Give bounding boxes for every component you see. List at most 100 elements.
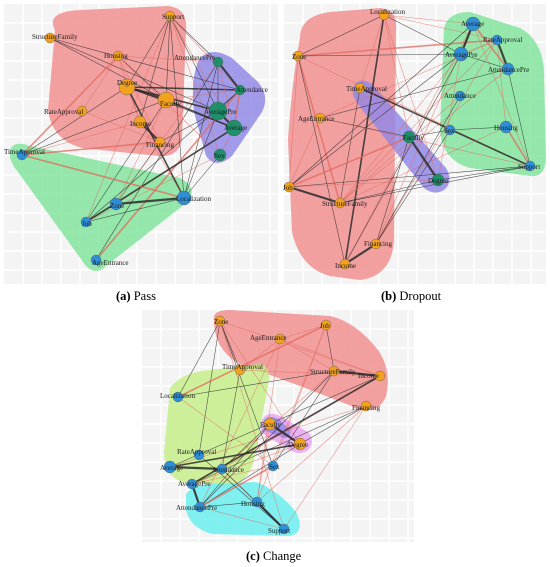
edge [177,320,221,398]
node-sex [267,460,279,472]
edge [408,129,451,138]
node-average [225,119,243,137]
panel-a-region-red [48,6,187,157]
node-average [163,460,177,474]
node-localization [176,190,192,206]
caption-a-text: Pass [131,289,156,303]
edge [239,369,381,377]
edge [333,369,381,378]
edge [344,243,377,265]
node-income [374,370,386,382]
edge [496,39,507,128]
edge [339,68,509,204]
edge [21,121,141,156]
node-label-housing: Housing [494,124,518,132]
node-label-average: Average [461,20,484,28]
caption-c-text: Change [260,549,302,563]
edge [325,324,335,372]
edge [359,14,385,89]
edge [375,39,498,245]
edge [288,165,531,188]
node-label-faculty: Faculty [403,134,424,142]
edge [472,23,531,167]
edge [183,110,219,199]
edge [183,154,221,199]
node-label-job: Job [82,220,92,228]
node-ageentrance [314,112,326,124]
node-label-income: Income [130,120,151,128]
node-label-attendancepre: AttendancePre [176,504,217,512]
edge [81,55,119,112]
edge [375,95,461,245]
node-label-faculty: Faculty [260,421,281,429]
edge [383,14,498,41]
edge [339,95,461,204]
node-label-structurefamily: StructureFamily [32,33,78,41]
node-support [164,10,176,22]
edge [117,55,219,63]
edge [217,61,241,91]
edge [256,501,285,530]
panel-a: Support StructureFamily Housing Degree Facul… [4,4,278,284]
edge [283,405,367,530]
edge [221,423,271,470]
edge [297,55,346,265]
edge [288,185,341,205]
node-label-timeapproval: TimeApproval [346,85,387,93]
edge [217,61,235,129]
edge [297,53,462,57]
edge [383,14,439,181]
edge [256,324,327,503]
panel-a-region-green [9,143,192,271]
node-structurefamily [328,365,340,377]
node-label-sex: Sex [214,152,225,160]
node-label-attendance: Attendance [212,466,244,474]
edge [117,55,167,101]
panel-b-nodes: Localization Zone TimeApproval AgeEntrance J… [283,8,540,270]
node-averagepre [186,478,198,490]
node-rateapproval [76,105,88,117]
edge [319,68,509,119]
caption-b-text: Dropout [396,289,441,303]
node-average [465,16,481,32]
edge [165,99,235,129]
node-label-structurefamily: StructureFamily [322,200,368,208]
edge [198,454,285,530]
node-label-timeapproval: TimeApproval [4,148,45,156]
edge [344,14,385,265]
node-structurefamily [334,197,346,209]
edge [165,15,171,101]
edge [199,443,301,508]
edge [126,15,171,88]
node-label-sex: Sex [444,127,455,135]
edge [21,141,161,156]
edge [437,53,462,181]
edge [169,15,185,199]
edge [159,110,219,143]
edge [169,443,301,468]
edge [408,136,439,181]
node-faculty [263,417,277,431]
edge [375,129,451,245]
edge [21,154,185,199]
node-housing [251,496,263,508]
edge [81,110,161,143]
edge [219,320,241,371]
edge [375,23,474,245]
node-zone [214,315,226,327]
panel-a-nodes: Support StructureFamily Housing Degree Facul… [4,10,268,267]
edge [344,23,474,265]
node-attendancepre [501,62,515,76]
edge [383,14,410,138]
caption-c: (c) Change [246,549,302,563]
edge [460,53,509,70]
edge [49,37,167,101]
panel-c-region-cyan [186,482,300,536]
node-degree [118,78,136,96]
edge [297,39,498,57]
panel-c: Zone Job AgeEntrance StructureFamily Income F… [142,310,414,542]
node-job [320,319,332,331]
edge [191,465,274,485]
edge [85,15,171,223]
node-label-income: Income [335,262,356,270]
